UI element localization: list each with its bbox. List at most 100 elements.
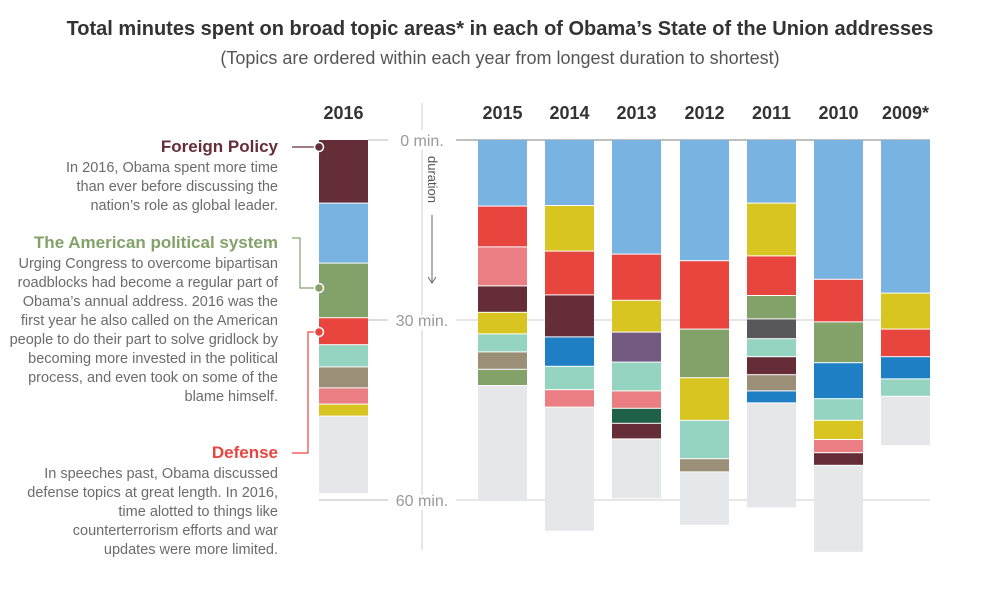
bar-segment-other [612,439,661,499]
bar-segment-maroon [747,357,796,375]
bar-segment-teal [612,362,661,391]
bar-segment-darkgrey [747,319,796,339]
bar-segment-red [881,329,930,357]
year-label: 2015 [482,103,522,123]
bar-segment-pink [478,247,527,286]
bar-segment-red [612,254,661,300]
bar-2011: 2011 [747,103,796,508]
bar-segment-red [814,279,863,322]
bar-segment-red [747,256,796,295]
bar-segment-green [747,296,796,319]
bar-segment-green [814,322,863,363]
bar-segment-darkblue [545,337,594,366]
bar-segment-teal [319,345,368,367]
bar-segment-maroon [545,295,594,337]
bar-segment-blue [612,140,661,254]
year-label: 2012 [684,103,724,123]
bar-segment-teal [545,366,594,390]
bar-segment-yellow [747,203,796,256]
connector-political-system [292,237,319,289]
bar-segment-pink [612,391,661,408]
bar-segment-green [319,263,368,318]
bar-segment-other [478,386,527,499]
marker-defense [313,326,325,338]
annotation-heading: The American political system [33,233,278,252]
bar-segment-other [319,416,368,493]
bar-segment-pink [814,440,863,453]
annotation-defense: Defense In speeches past, Obama discusse… [18,443,278,560]
bar-segment-other [747,403,796,508]
annotation-text: In speeches past, Obama discussed defens… [27,466,278,558]
year-label: 2013 [616,103,656,123]
bar-2016: 2016 [319,103,368,493]
bar-segment-yellow [478,312,527,334]
bar-segment-teal [680,420,729,459]
bar-segment-yellow [545,206,594,251]
bar-segment-pink [545,390,594,407]
year-label: 2010 [818,103,858,123]
bar-segment-teal [881,379,930,396]
bar-segment-darkblue [814,363,863,399]
bar-segment-blue [881,140,930,293]
annotation-political-system: The American political system Urging Con… [0,233,278,407]
duration-label: duration [425,156,440,203]
bar-segment-blue [319,203,368,263]
bar-segment-darkblue [747,391,796,403]
bar-segment-teal [478,334,527,352]
annotation-text: Urging Congress to overcome bipartisan r… [9,256,278,405]
bar-segment-blue [478,140,527,206]
bar-2013: 2013 [612,103,661,499]
bar-segment-taupe [319,367,368,388]
connector-defense [292,331,319,454]
bar-segment-maroon [319,140,368,203]
bar-segment-green [478,369,527,385]
bar-2015: 2015 [478,103,527,499]
bar-segment-red [319,318,368,345]
bar-segment-other [814,465,863,552]
bar-segment-yellow [319,404,368,416]
bar-segment-yellow [612,300,661,332]
axis-tick-label: 30 min. [396,313,448,330]
annotation-heading: Foreign Policy [160,137,278,156]
bar-segment-blue [747,140,796,203]
bar-segment-pink [319,388,368,404]
year-label: 2014 [549,103,589,123]
axis-tick-label: 0 min. [400,133,444,150]
year-label: 2009* [882,103,929,123]
bar-segment-yellow [881,293,930,329]
bar-2014: 2014 [545,103,594,531]
bar-segment-red [545,251,594,295]
bar-segment-green [680,329,729,378]
bar-2009*: 2009* [881,103,930,445]
bar-segment-teal [747,339,796,357]
bar-2010: 2010 [814,103,863,552]
year-label: 2011 [752,103,791,123]
annotation-foreign-policy: Foreign Policy In 2016, Obama spent more… [18,137,278,216]
annotation-heading: Defense [211,443,278,462]
bar-segment-red [478,206,527,247]
year-label: 2016 [323,103,363,123]
bar-segment-blue [814,140,863,279]
bar-segment-yellow [814,420,863,439]
bar-segment-other [680,472,729,525]
bar-segment-red [680,261,729,329]
bar-segment-taupe [478,352,527,369]
bar-segment-taupe [747,375,796,391]
bar-segment-blue [680,140,729,261]
marker-political-system [313,282,325,294]
bar-segment-purple [612,332,661,362]
bar-segment-teal [814,399,863,420]
annotation-text: In 2016, Obama spent more time than ever… [66,160,278,214]
bar-segment-darkgreen [612,408,661,423]
bar-segment-other [545,407,594,531]
duration-arrowhead-icon [427,276,437,284]
axis-tick-label: 60 min. [396,493,448,510]
marker-foreign-policy [313,141,325,153]
bar-segment-maroon [478,286,527,312]
bar-segment-maroon [612,423,661,439]
bar-segment-darkblue [881,357,930,379]
bar-2012: 2012 [680,103,729,525]
bar-segment-yellow [680,378,729,420]
